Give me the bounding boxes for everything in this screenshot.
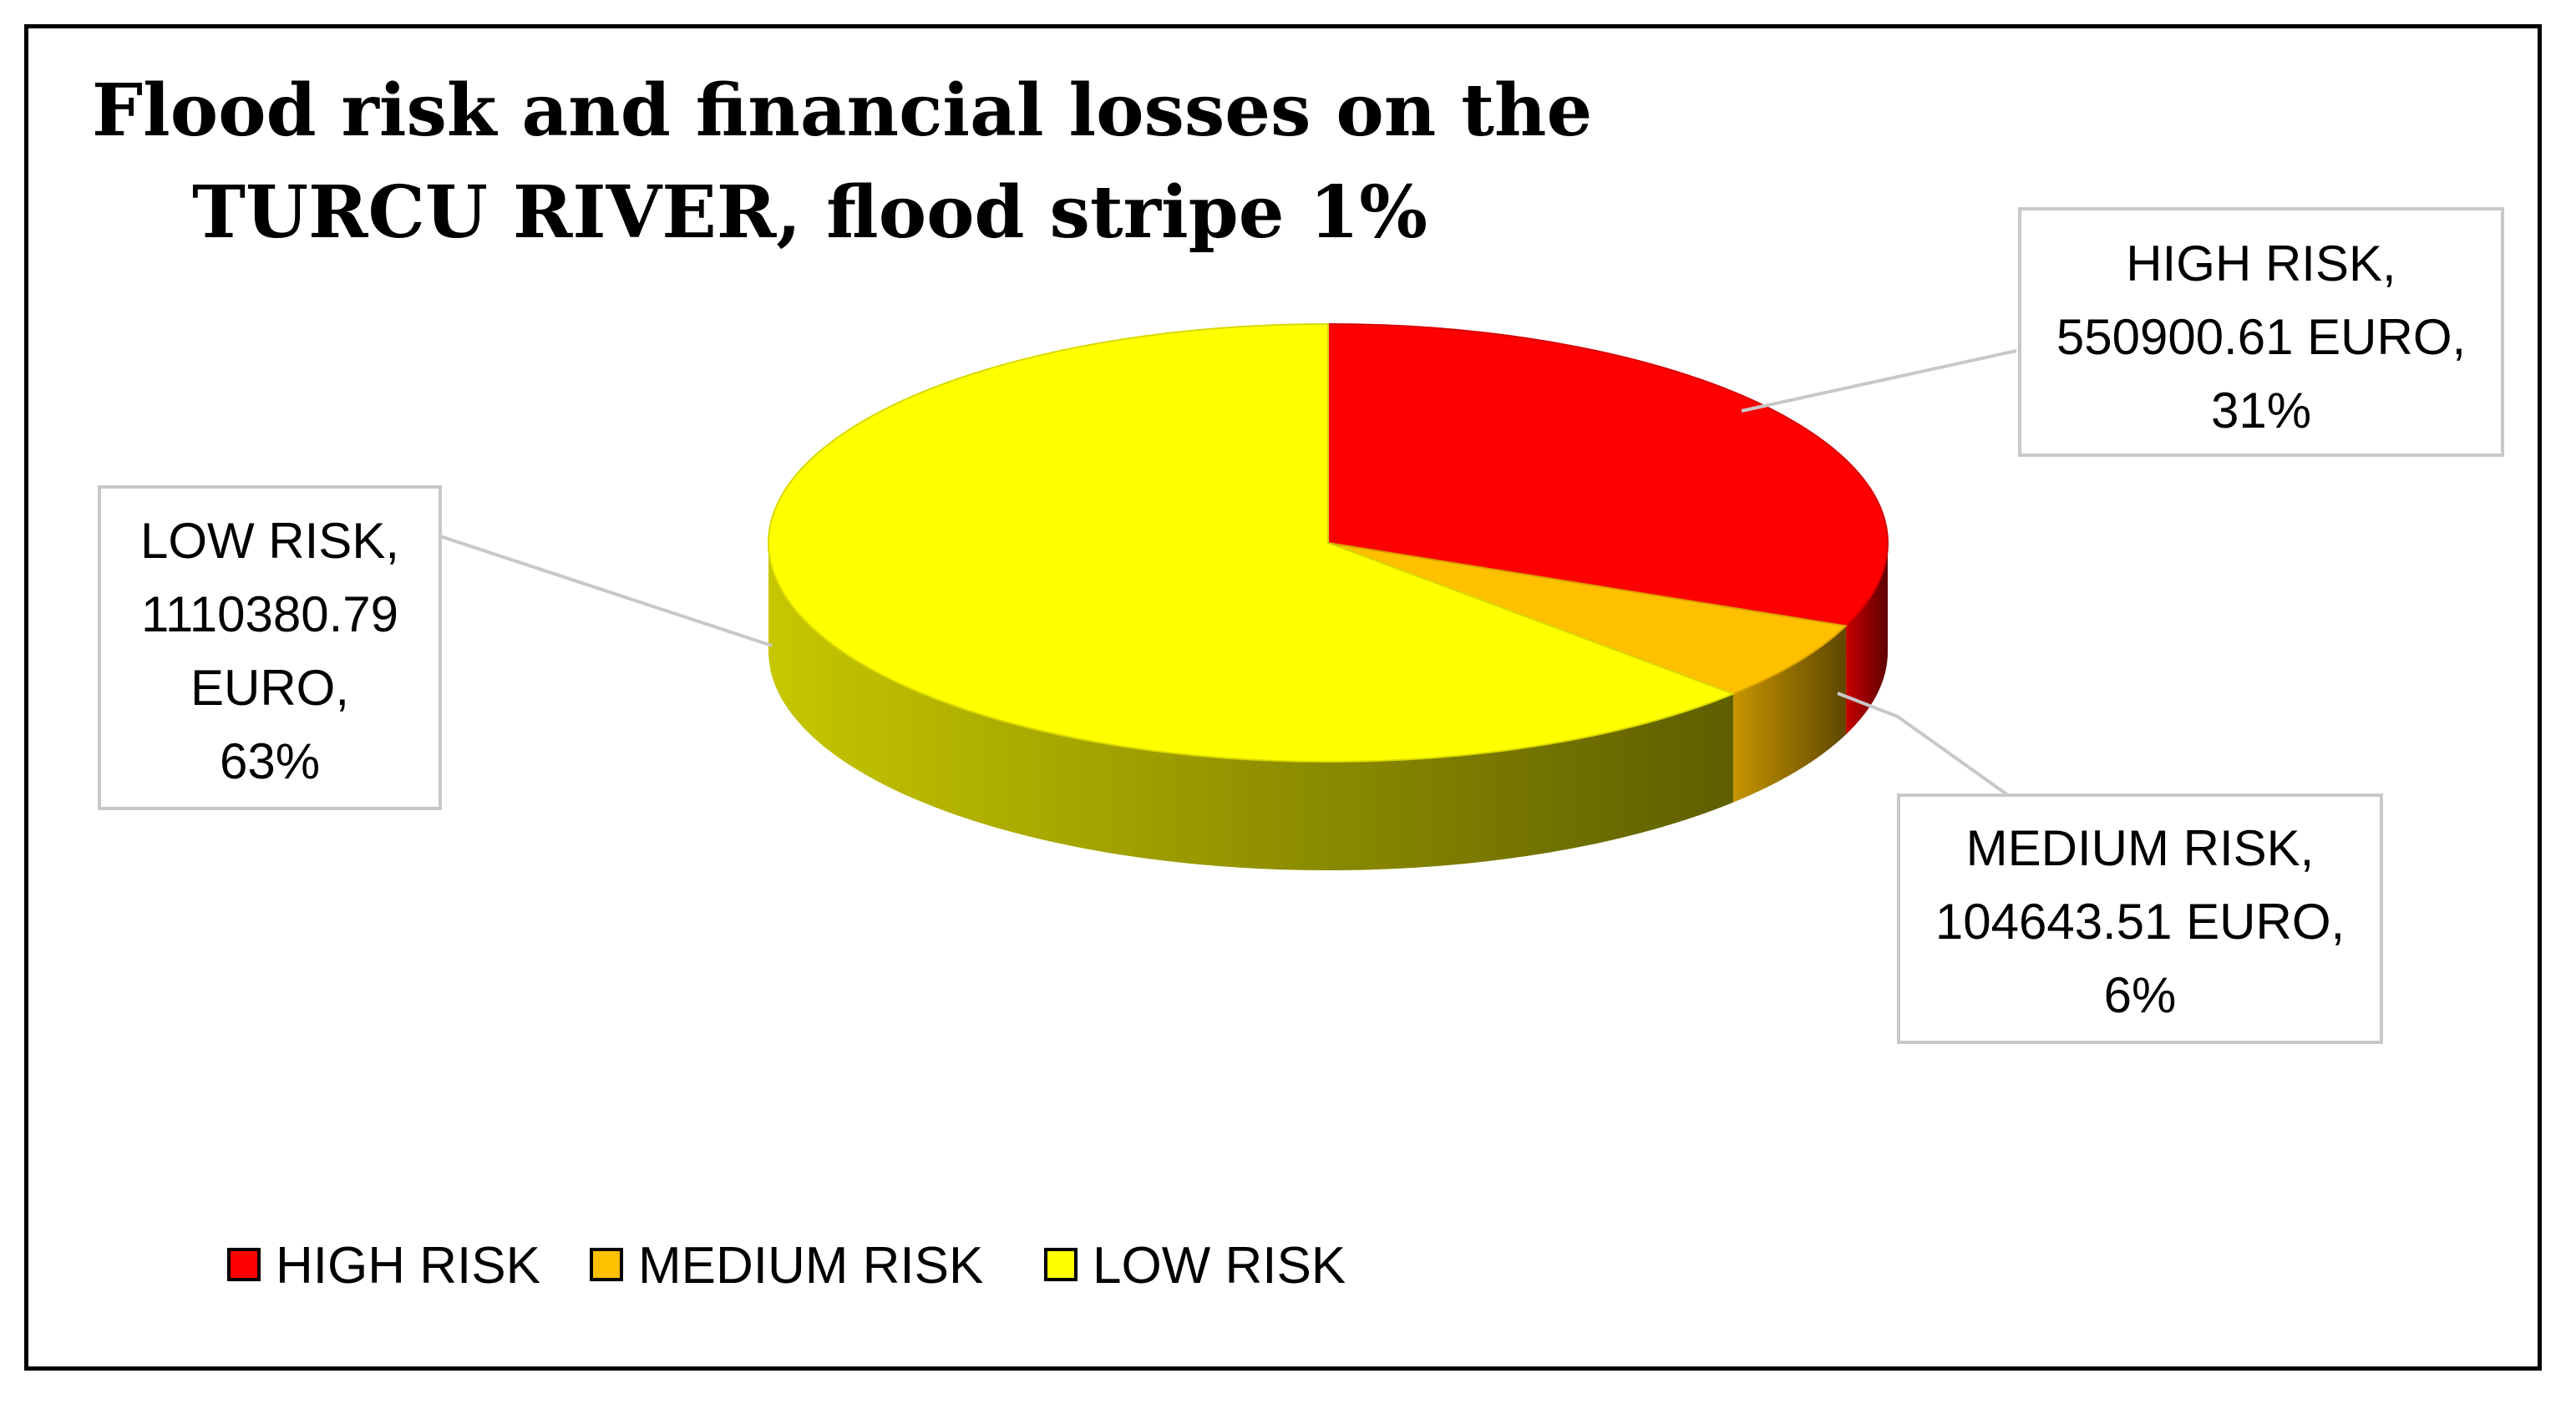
legend-swatch-low <box>1044 1248 1078 1281</box>
callout-medium-line-1: MEDIUM RISK, <box>1966 820 2315 876</box>
leader-lines <box>439 349 2017 799</box>
chart-title-line-2: TURCU RIVER, flood stripe 1% <box>192 170 1427 255</box>
callout-medium-line-3: 6% <box>2104 967 2177 1023</box>
pie-side-shade-medium-risk <box>1732 626 1846 803</box>
callout-high-line-1: HIGH RISK, <box>2126 236 2396 291</box>
leader-line-low <box>439 535 773 647</box>
callout-low-line-3: EURO, <box>190 660 349 716</box>
legend-label-medium: MEDIUM RISK <box>638 1237 983 1295</box>
chart-title-line-1: Flood risk and financial losses on the <box>92 68 1592 153</box>
leader-line-medium <box>1837 692 2013 799</box>
callout-box-low <box>98 485 442 810</box>
callout-low-line-2: 1110380.79 <box>141 586 398 642</box>
chart-title: Flood risk and financial losses on the T… <box>92 68 1592 255</box>
callout-high-line-2: 550900.61 EURO, <box>2056 309 2466 365</box>
callout-high: HIGH RISK, 550900.61 EURO, 31% <box>2018 207 2504 457</box>
legend-swatch-medium <box>590 1248 623 1281</box>
pie-slice-high-risk <box>1327 322 1889 627</box>
legend-swatch-high <box>227 1248 261 1281</box>
callout-low: LOW RISK, 1110380.79 EURO, 63% <box>98 485 442 810</box>
callout-box-medium <box>1897 793 2383 1044</box>
callout-box-high <box>2018 207 2504 457</box>
callout-high-line-3: 31% <box>2211 383 2311 438</box>
callout-medium-line-2: 104643.51 EURO, <box>1935 894 2345 950</box>
leader-line-high <box>1741 349 2017 413</box>
pie-side-shade-high-risk <box>1845 543 1888 735</box>
callout-medium: MEDIUM RISK, 104643.51 EURO, 6% <box>1897 793 2383 1044</box>
legend-label-high: HIGH RISK <box>276 1237 540 1295</box>
pie-slice-medium-risk <box>1327 542 1848 695</box>
pie-side-shade-low-risk <box>768 543 1733 870</box>
pie-slice-low-risk <box>767 322 1736 763</box>
callout-low-line-4: 63% <box>220 733 320 789</box>
legend: HIGH RISK MEDIUM RISK LOW RISK <box>227 1237 1346 1295</box>
callout-low-line-1: LOW RISK, <box>140 513 399 569</box>
legend-label-low: LOW RISK <box>1093 1237 1346 1295</box>
pie-tops <box>767 322 1889 763</box>
